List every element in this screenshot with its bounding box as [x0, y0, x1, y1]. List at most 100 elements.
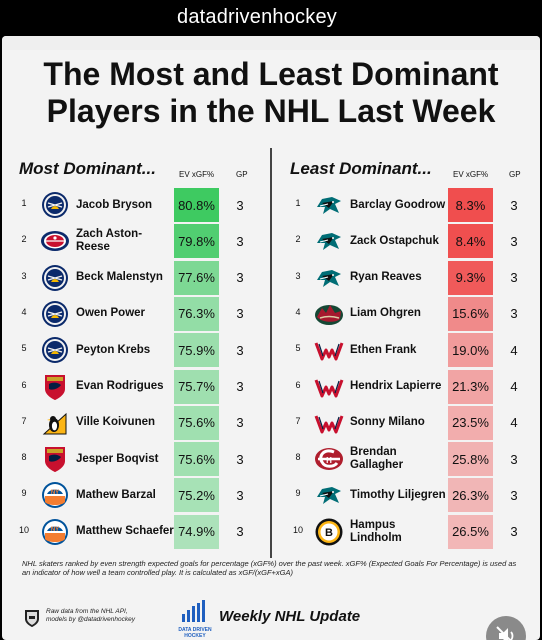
games-played: 3 [236, 233, 244, 249]
games-played: 3 [236, 270, 244, 286]
most-row: 6 Evan Rodrigues 75.7% 3 [18, 369, 268, 404]
row-rank: 7 [21, 415, 27, 426]
player-name: Mathew Barzal [76, 488, 156, 501]
player-name: Jesper Boqvist [76, 452, 159, 465]
xgf-value: 74.9% [174, 514, 219, 549]
xgf-value: 25.8% [448, 442, 493, 477]
row-rank: 2 [295, 234, 301, 245]
row-rank: 7 [295, 415, 301, 426]
blue-jackets-logo-icon [40, 226, 70, 256]
row-rank: 3 [21, 270, 27, 281]
games-played: 3 [510, 197, 518, 213]
most-row: 7 Ville Koivunen 75.6% 3 [18, 405, 268, 440]
wild-logo-icon [314, 299, 344, 329]
row-rank: 10 [18, 524, 29, 535]
most-pct-header: EV xGF% [179, 170, 215, 179]
games-played: 3 [510, 233, 518, 249]
xgf-value: 23.5% [448, 405, 493, 440]
xgf-value: 26.5% [448, 514, 493, 549]
games-played: 4 [510, 342, 518, 358]
least-row: 4 Liam Ohgren 15.6% 3 [292, 296, 540, 331]
sharks-logo-icon [314, 263, 344, 293]
most-row: 9 NY Mathew Barzal 75.2% 3 [18, 478, 268, 513]
least-row: 2 Zack Ostapchuk 8.4% 3 [292, 224, 540, 259]
player-name: Zack Ostapchuk [350, 234, 439, 247]
canadiens-logo-icon: H [314, 444, 344, 474]
xgf-value: 8.3% [448, 188, 493, 222]
row-rank: 5 [21, 343, 27, 354]
least-row: 9 Timothy Liljegren 26.3% 3 [292, 478, 540, 513]
panthers-logo-icon [40, 372, 70, 402]
infographic-card: The Most and Least Dominant Players in t… [2, 36, 540, 640]
least-row: 10 B Hampus Lindholm 26.5% 3 [292, 514, 540, 549]
least-row: 8 H Brendan Gallagher 25.8% 3 [292, 442, 540, 477]
xgf-value: 19.0% [448, 333, 493, 368]
infographic-title: The Most and Least Dominant Players in t… [2, 56, 540, 130]
sabres-logo-icon [40, 190, 70, 220]
games-played: 3 [510, 451, 518, 467]
games-played: 4 [510, 379, 518, 394]
row-rank: 2 [21, 234, 27, 245]
games-played: 3 [236, 451, 244, 467]
capitals-logo-icon [314, 408, 344, 438]
account-handle[interactable]: datadrivenhockey [177, 6, 337, 28]
most-row: 4 Owen Power 76.3% 3 [18, 296, 268, 331]
player-name: Hampus Lindholm [350, 518, 402, 544]
player-name: Sonny Milano [350, 416, 425, 429]
mute-button[interactable] [486, 616, 526, 640]
title-line-2: Players in the NHL Last Week [46, 93, 496, 129]
xgf-value: 80.8% [174, 188, 219, 222]
games-played: 3 [510, 306, 518, 322]
top-bar: datadrivenhockey [0, 0, 542, 36]
data-driven-hockey-logo: DATA DRIVEN HOCKEY [178, 600, 212, 639]
xgf-value: 26.3% [448, 478, 493, 513]
brand-line-2: HOCKEY [184, 633, 206, 639]
bruins-logo-icon: B [314, 517, 344, 547]
games-played: 4 [510, 415, 518, 431]
least-row: 7 Sonny Milano 23.5% 4 [292, 405, 540, 440]
xgf-value: 77.6% [174, 260, 219, 295]
xgf-value: 76.3% [174, 296, 219, 331]
most-row: 8 Jesper Boqvist 75.6% 3 [18, 442, 268, 477]
player-name: Peyton Krebs [76, 343, 151, 356]
row-rank: 4 [21, 306, 27, 317]
islanders-logo-icon: NY [40, 517, 70, 547]
sabres-logo-icon [40, 335, 70, 365]
player-name: Brendan Gallagher [350, 446, 404, 472]
xgf-value: 75.6% [174, 442, 219, 477]
nhl-shield-icon [25, 610, 39, 627]
games-played: 3 [236, 379, 244, 394]
least-row: 1 Barclay Goodrow 8.3% 3 [292, 188, 540, 222]
sabres-logo-icon [40, 299, 70, 329]
row-rank: 1 [21, 198, 27, 208]
svg-text:NY: NY [51, 527, 59, 533]
row-rank: 3 [295, 270, 301, 281]
games-played: 3 [510, 524, 518, 540]
brand-text: DATA DRIVEN HOCKEY [178, 627, 212, 639]
games-played: 3 [236, 342, 244, 358]
xgf-value: 75.9% [174, 333, 219, 368]
games-played: 3 [236, 487, 244, 503]
most-gp-header: GP [236, 170, 248, 179]
svg-text:NY: NY [51, 490, 59, 496]
title-line-1: The Most and Least Dominant [43, 56, 499, 92]
least-row: 3 Ryan Reaves 9.3% 3 [292, 260, 540, 295]
source-line-1: Raw data from the NHL API, [46, 608, 128, 615]
player-name: Beck Malenstyn [76, 271, 163, 284]
islanders-logo-icon: NY [40, 480, 70, 510]
card-top-strip [2, 36, 540, 50]
source-line-2: models by @datadrivenhockey [46, 616, 135, 623]
xgf-value: 9.3% [448, 260, 493, 295]
sabres-logo-icon [40, 263, 70, 293]
sharks-logo-icon [314, 480, 344, 510]
player-name: Ethen Frank [350, 343, 417, 356]
games-played: 3 [510, 270, 518, 286]
least-pct-header: EV xGF% [453, 170, 489, 179]
svg-text:B: B [325, 527, 333, 539]
row-rank: 8 [21, 452, 27, 463]
xgf-value: 75.2% [174, 478, 219, 513]
methodology-note: NHL skaters ranked by even strength expe… [22, 559, 517, 577]
games-played: 3 [510, 487, 518, 503]
games-played: 3 [236, 415, 244, 431]
player-name: Timothy Liljegren [350, 488, 446, 501]
